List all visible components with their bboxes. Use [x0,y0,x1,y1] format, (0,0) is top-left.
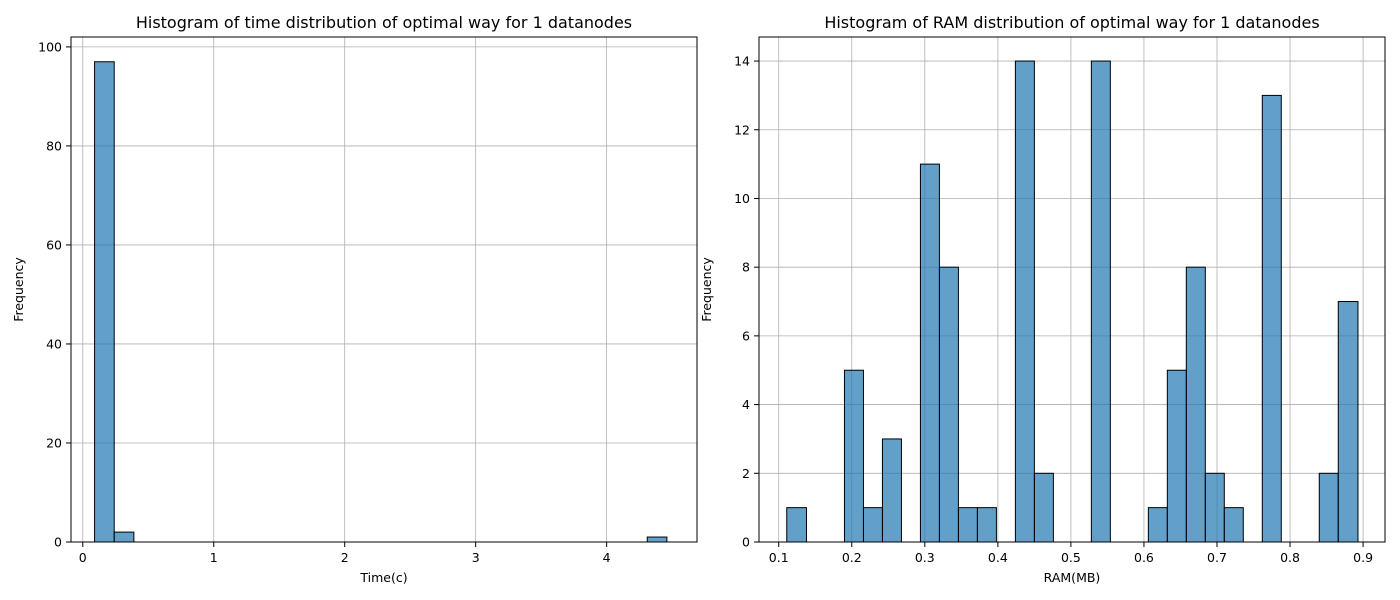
ram-histogram-bar [1223,507,1244,543]
ram-histogram-bar [1033,472,1054,543]
time-histogram-bar [113,531,135,543]
ram-histogram-bar [1337,301,1359,543]
ram-histogram-bar [957,507,978,543]
ram-y-tick-label: 6 [742,328,750,343]
ram-y-tick-label: 10 [734,191,750,206]
ram-histogram-bar [976,507,997,543]
ram-x-tick-label: 0.1 [769,550,789,565]
ram-histogram-panel: 0.1 0.2 0.3 0.4 0.5 0.6 0.7 0.8 0.9 0 2 4 6 8 10 12 14 Hi… [699,13,1386,585]
ram-x-tick-label: 0.3 [915,550,935,565]
ram-histogram-bar [1261,94,1282,543]
ram-histogram-bar [1166,369,1187,543]
ram-chart-title: Histogram of RAM distribution of optimal… [824,13,1319,32]
ram-histogram-bar [881,438,902,543]
time-y-tick-label: 100 [38,39,62,54]
time-histogram-bar [94,61,115,543]
ram-x-tick-label: 0.9 [1353,550,1373,565]
ram-histogram-bar [862,507,883,543]
ram-x-tick-label: 0.7 [1207,550,1227,565]
ram-y-tick-label: 8 [742,260,750,275]
ram-x-tick-label: 0.5 [1061,550,1081,565]
ram-histogram-bar [843,369,864,543]
time-axes-frame [70,36,698,543]
ram-x-axis-label: RAM(MB) [1044,570,1101,585]
ram-histogram-bar [938,266,959,543]
ram-histogram-bar [1185,266,1206,543]
ram-y-tick-label: 2 [742,466,750,481]
ram-histogram-bar [1147,507,1168,543]
time-x-tick-label: 4 [603,550,611,565]
time-y-tick-label: 20 [46,435,62,450]
ram-y-tick-label: 12 [734,122,750,137]
time-histogram-bar [646,536,668,543]
time-chart-title: Histogram of time distribution of optima… [136,13,632,32]
time-y-axis-label: Frequency [11,257,26,322]
ram-x-tick-label: 0.8 [1280,550,1300,565]
ram-histogram-bar [919,163,940,543]
time-x-tick-label: 2 [341,550,349,565]
time-y-tick-label: 60 [46,237,62,252]
ram-x-tick-label: 0.4 [988,550,1008,565]
time-y-tick-label: 40 [46,336,62,351]
ram-histogram-bar [1318,472,1339,543]
ram-y-tick-label: 4 [742,397,750,412]
ram-histogram-bar [1204,472,1225,543]
time-x-tick-label: 3 [472,550,480,565]
time-x-tick-label: 0 [79,550,87,565]
ram-histogram-bar [1090,60,1111,543]
ram-y-axis-label: Frequency [699,257,714,322]
ram-x-tick-label: 0.2 [842,550,862,565]
ram-y-tick-label: 0 [742,535,750,550]
ram-histogram-bar [786,507,807,543]
ram-histogram-bar [1014,60,1035,543]
time-y-tick-label: 0 [54,535,62,550]
ram-axes-frame [758,36,1386,543]
ram-y-tick-label: 14 [734,54,750,69]
ram-x-tick-label: 0.6 [1134,550,1154,565]
time-x-tick-label: 1 [210,550,218,565]
time-x-axis-label: Time(c) [359,570,407,585]
time-y-tick-label: 80 [46,138,62,153]
